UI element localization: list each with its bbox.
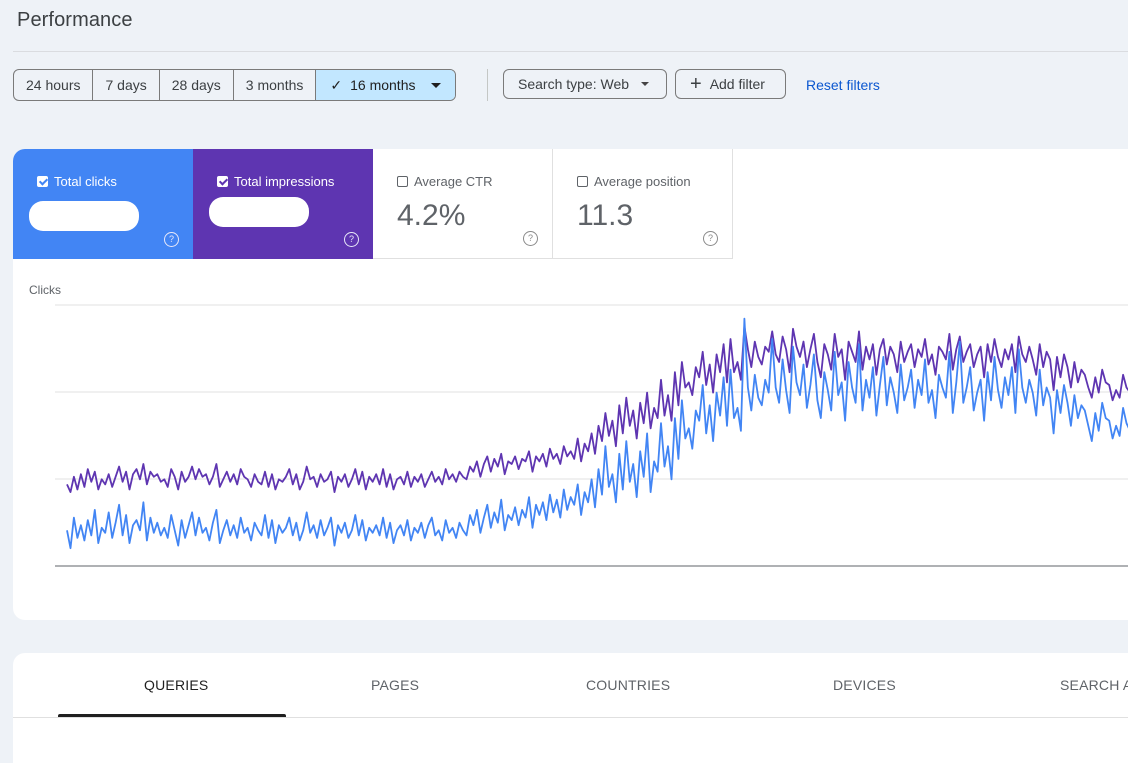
redacted-value [29, 201, 139, 231]
tab-search-appearance[interactable]: SEARCH A [1060, 677, 1128, 693]
total-clicks-card[interactable]: Total clicks ? [13, 149, 193, 259]
reset-filters-link[interactable]: Reset filters [806, 77, 880, 93]
range-3-months-button[interactable]: 3 months [234, 70, 317, 100]
average-position-label: Average position [594, 174, 691, 189]
help-icon[interactable]: ? [344, 232, 359, 247]
dimension-tabs-card: QUERIES PAGES COUNTRIES DEVICES SEARCH A [13, 653, 1128, 763]
redacted-value [209, 197, 309, 227]
range-16-months-button[interactable]: ✓ 16 months [316, 70, 456, 100]
help-icon[interactable]: ? [164, 232, 179, 247]
tab-queries[interactable]: QUERIES [144, 677, 209, 693]
total-impressions-label: Total impressions [234, 174, 335, 189]
checkbox-checked-icon[interactable] [37, 176, 48, 187]
total-impressions-card[interactable]: Total impressions ? [193, 149, 373, 259]
search-type-label: Search type: Web [518, 76, 630, 92]
performance-chart [55, 304, 1128, 567]
help-icon[interactable]: ? [703, 231, 718, 246]
average-ctr-value: 4.2% [397, 199, 466, 232]
range-28-days-button[interactable]: 28 days [160, 70, 234, 100]
clicks-series-line[interactable] [66, 317, 1128, 550]
tabs-divider [13, 717, 1128, 718]
tab-countries[interactable]: COUNTRIES [586, 677, 671, 693]
plus-icon: + [690, 73, 702, 95]
tab-pages[interactable]: PAGES [371, 677, 420, 693]
average-position-value: 11.3 [577, 199, 634, 232]
tab-devices[interactable]: DEVICES [833, 677, 896, 693]
date-range-selector: 24 hours 7 days 28 days 3 months ✓ 16 mo… [13, 69, 457, 101]
checkbox-checked-icon[interactable] [217, 176, 228, 187]
check-icon: ✓ [330, 77, 343, 93]
average-position-card[interactable]: Average position 11.3 ? [553, 149, 733, 259]
checkbox-icon[interactable] [397, 176, 408, 187]
range-24-hours-button[interactable]: 24 hours [14, 70, 94, 100]
total-clicks-label: Total clicks [54, 174, 117, 189]
average-ctr-label: Average CTR [414, 174, 493, 189]
chevron-down-icon [431, 82, 442, 88]
help-icon[interactable]: ? [523, 231, 538, 246]
add-filter-button[interactable]: + Add filter [675, 69, 786, 99]
chart-y-axis-label: Clicks [29, 283, 61, 297]
range-16-months-label: 16 months [350, 77, 416, 93]
page-title: Performance [17, 9, 133, 31]
performance-card: Total clicks ? Total impressions ? Avera… [13, 149, 1128, 620]
toolbar-divider [487, 69, 488, 101]
range-7-days-button[interactable]: 7 days [93, 70, 160, 100]
average-ctr-card[interactable]: Average CTR 4.2% ? [373, 149, 553, 259]
impressions-series-line[interactable] [66, 325, 1128, 494]
search-type-dropdown[interactable]: Search type: Web [503, 69, 667, 99]
dropdown-arrow-icon [641, 82, 650, 86]
header-divider [13, 51, 1128, 52]
active-tab-indicator [58, 714, 286, 717]
checkbox-icon[interactable] [577, 176, 588, 187]
add-filter-label: Add filter [709, 76, 765, 92]
